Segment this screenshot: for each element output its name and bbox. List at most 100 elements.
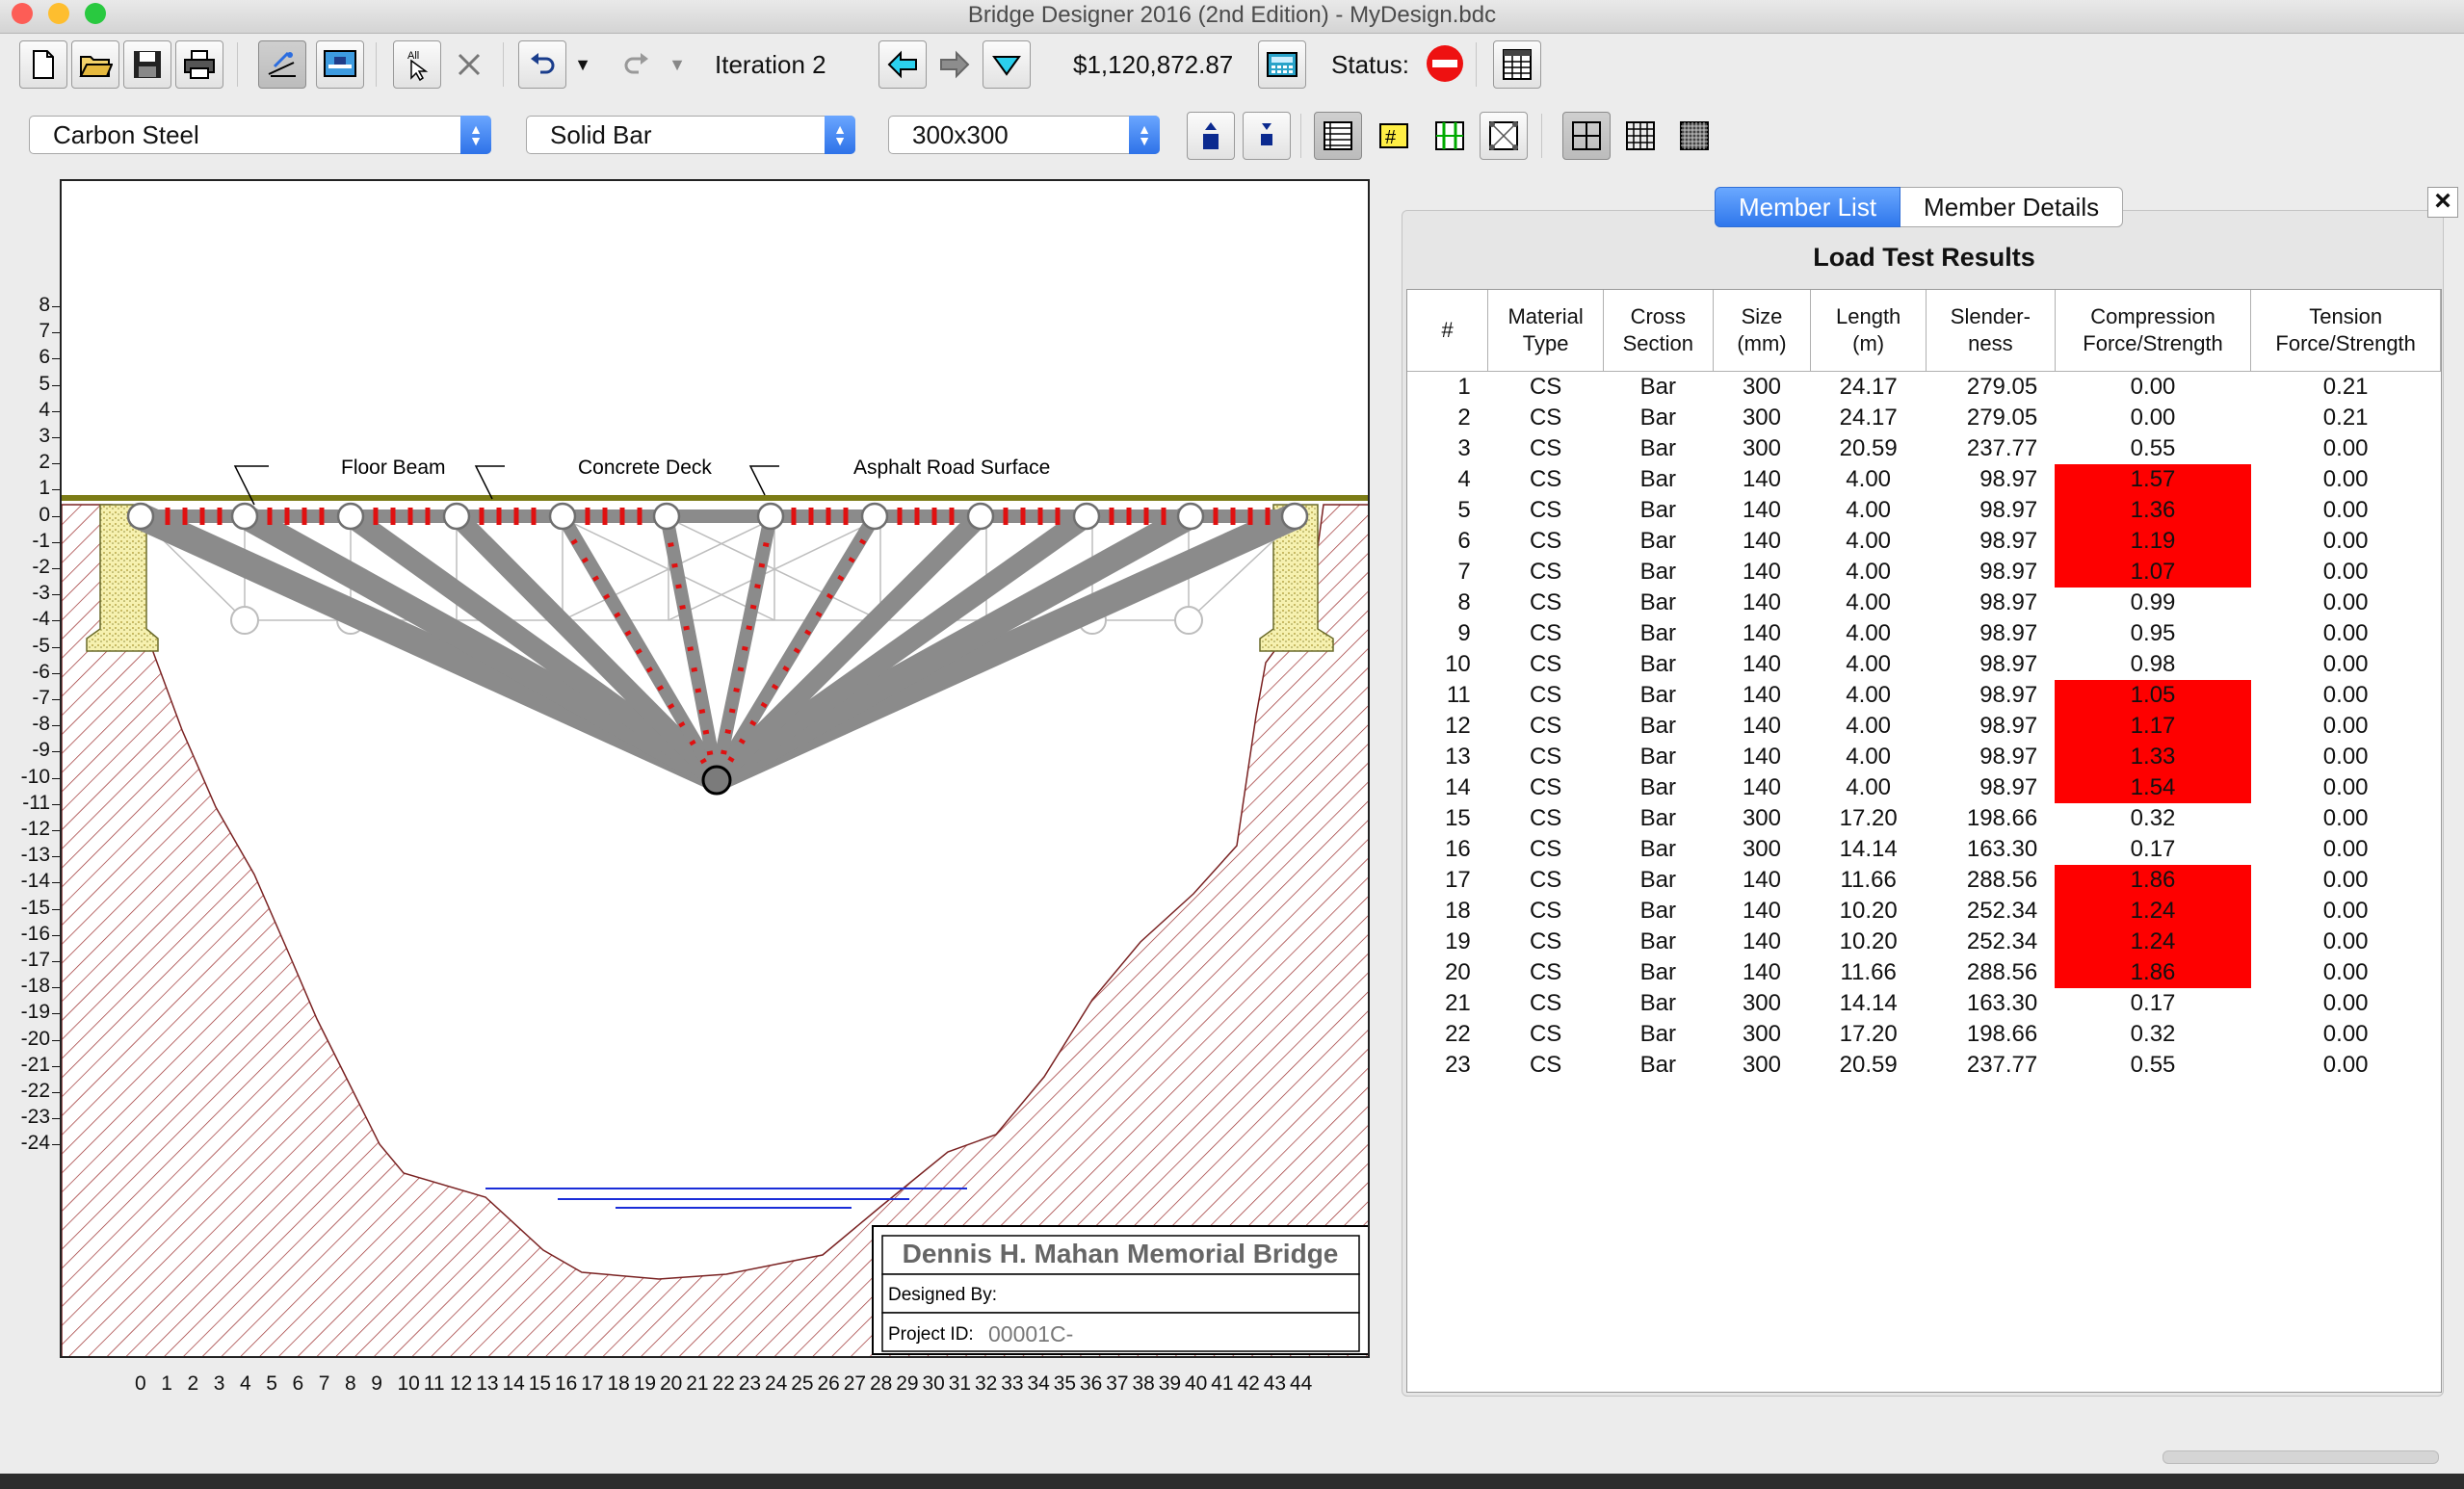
load-test-button[interactable] <box>316 40 364 89</box>
medium-grid-icon <box>1626 121 1655 150</box>
table-row[interactable]: 4 CS Bar 140 4.00 98.97 1.57 0.00 <box>1407 464 2441 495</box>
table-cell: 9 <box>1457 620 1471 646</box>
table-cell: 4.00 <box>1846 497 1892 523</box>
drawing-board-button[interactable] <box>258 40 306 89</box>
column-header[interactable]: Tension Force/Strength <box>2250 290 2441 372</box>
material-select[interactable]: Carbon Steel ▲ ▼ <box>29 116 491 154</box>
select-all-button[interactable]: All <box>393 40 441 89</box>
bridge-drawing-canvas[interactable]: Floor Beam Concrete Deck Asphalt Road Su… <box>60 179 1370 1358</box>
column-header[interactable]: Slender-ness <box>1926 290 2056 372</box>
y-axis-tick-label: 5 <box>39 372 50 395</box>
increase-size-button[interactable] <box>1187 112 1235 160</box>
table-row[interactable]: 20 CS Bar 140 11.66 288.56 1.86 0.00 <box>1407 957 2441 988</box>
table-row[interactable]: 2 CS Bar 300 24.17 279.05 0.00 0.21 <box>1407 403 2441 433</box>
y-axis-tick-label: 7 <box>39 320 50 343</box>
table-row[interactable]: 3 CS Bar 300 20.59 237.77 0.55 0.00 <box>1407 433 2441 464</box>
fine-grid-button[interactable] <box>1670 112 1718 160</box>
column-header[interactable]: Cross Section <box>1603 290 1714 372</box>
table-cell: 14 <box>1445 774 1471 800</box>
column-header[interactable]: Compression Force/Strength <box>2055 290 2252 372</box>
template-toggle[interactable] <box>1480 112 1528 160</box>
new-file-button[interactable] <box>19 40 67 89</box>
column-header[interactable]: Material Type <box>1487 290 1604 372</box>
decrease-size-button[interactable] <box>1243 112 1291 160</box>
table-cell: 21 <box>1445 990 1471 1016</box>
table-cell: 10.20 <box>1839 928 1898 954</box>
iteration-list-button[interactable] <box>983 40 1031 89</box>
table-row[interactable]: 6 CS Bar 140 4.00 98.97 1.19 0.00 <box>1407 526 2441 557</box>
table-row[interactable]: 11 CS Bar 140 4.00 98.97 1.05 0.00 <box>1407 680 2441 711</box>
table-row[interactable]: 16 CS Bar 300 14.14 163.30 0.17 0.00 <box>1407 834 2441 865</box>
x-axis-tick-label: 4 <box>240 1372 251 1395</box>
table-row[interactable]: 22 CS Bar 300 17.20 198.66 0.32 0.00 <box>1407 1019 2441 1050</box>
member-numbers-toggle[interactable]: # <box>1370 112 1418 160</box>
minimize-window-button[interactable] <box>48 3 69 24</box>
x-axis-tick-label: 26 <box>817 1372 840 1395</box>
column-header[interactable]: Size (mm) <box>1713 290 1812 372</box>
table-cell: 98.97 <box>1979 682 2038 708</box>
table-cell: 1.17 <box>2055 711 2251 742</box>
zoom-window-button[interactable] <box>85 3 106 24</box>
tab-member-details[interactable]: Member Details <box>1900 187 2124 227</box>
table-row[interactable]: 8 CS Bar 140 4.00 98.97 0.99 0.00 <box>1407 588 2441 618</box>
table-cell: 163.30 <box>1966 836 2038 862</box>
table-row[interactable]: 10 CS Bar 140 4.00 98.97 0.98 0.00 <box>1407 649 2441 680</box>
table-cell: 288.56 <box>1966 867 2038 893</box>
table-cell: CS <box>1529 805 1562 831</box>
member-list-toggle[interactable] <box>1314 112 1362 160</box>
table-row[interactable]: 9 CS Bar 140 4.00 98.97 0.95 0.00 <box>1407 618 2441 649</box>
guides-toggle[interactable] <box>1426 112 1474 160</box>
table-row[interactable]: 13 CS Bar 140 4.00 98.97 1.33 0.00 <box>1407 742 2441 772</box>
table-cell: 1.54 <box>2055 772 2251 803</box>
table-cell: Bar <box>1639 744 1676 770</box>
next-iteration-button[interactable] <box>931 40 979 89</box>
toolbar-separator <box>237 42 238 87</box>
status-failed-icon[interactable] <box>1426 44 1464 83</box>
x-axis-tick-label: 21 <box>686 1372 709 1395</box>
open-file-button[interactable] <box>71 40 119 89</box>
save-file-button[interactable] <box>123 40 171 89</box>
print-button[interactable] <box>175 40 223 89</box>
column-header[interactable]: Length (m) <box>1810 290 1927 372</box>
table-row[interactable]: 1 CS Bar 300 24.17 279.05 0.00 0.21 <box>1407 372 2441 404</box>
undo-button[interactable] <box>518 40 566 89</box>
tab-member-list[interactable]: Member List <box>1715 187 1901 227</box>
table-row[interactable]: 19 CS Bar 140 10.20 252.34 1.24 0.00 <box>1407 927 2441 957</box>
table-cell: 300 <box>1742 990 1781 1016</box>
size-select[interactable]: 300x300 ▲ ▼ <box>888 116 1160 154</box>
table-row[interactable]: 15 CS Bar 300 17.20 198.66 0.32 0.00 <box>1407 803 2441 834</box>
table-row[interactable]: 14 CS Bar 140 4.00 98.97 1.54 0.00 <box>1407 772 2441 803</box>
section-select[interactable]: Solid Bar ▲ ▼ <box>526 116 855 154</box>
delete-button[interactable] <box>445 40 493 89</box>
table-cell: 5 <box>1457 497 1471 523</box>
table-cell: 0.00 <box>2322 497 2369 523</box>
redo-history-dropdown[interactable]: ▼ <box>663 40 692 89</box>
x-axis-tick-label: 42 <box>1237 1372 1260 1395</box>
close-panel-button[interactable]: × <box>2427 187 2458 218</box>
member-table-button[interactable] <box>1493 40 1541 89</box>
table-cell: 4.00 <box>1846 466 1892 492</box>
table-row[interactable]: 5 CS Bar 140 4.00 98.97 1.36 0.00 <box>1407 495 2441 526</box>
cost-report-button[interactable] <box>1258 40 1306 89</box>
increase-size-icon <box>1203 122 1219 149</box>
medium-grid-button[interactable] <box>1616 112 1665 160</box>
table-row[interactable]: 17 CS Bar 140 11.66 288.56 1.86 0.00 <box>1407 865 2441 896</box>
table-row[interactable]: 18 CS Bar 140 10.20 252.34 1.24 0.00 <box>1407 896 2441 927</box>
column-header[interactable]: # <box>1407 290 1489 372</box>
table-row[interactable]: 12 CS Bar 140 4.00 98.97 1.17 0.00 <box>1407 711 2441 742</box>
close-window-button[interactable] <box>12 3 33 24</box>
table-cell: CS <box>1529 959 1562 985</box>
coarse-grid-button[interactable] <box>1562 112 1611 160</box>
table-cell: 4.00 <box>1846 682 1892 708</box>
coarse-grid-icon <box>1572 121 1601 150</box>
table-row[interactable]: 23 CS Bar 300 20.59 237.77 0.55 0.00 <box>1407 1050 2441 1081</box>
table-row[interactable]: 21 CS Bar 300 14.14 163.30 0.17 0.00 <box>1407 988 2441 1019</box>
load-test-results-title: Load Test Results <box>1813 243 2035 272</box>
horizontal-scrollbar[interactable] <box>2163 1450 2439 1464</box>
table-cell: CS <box>1529 744 1562 770</box>
redo-button[interactable] <box>613 40 661 89</box>
previous-iteration-button[interactable] <box>878 40 927 89</box>
table-cell: Bar <box>1639 928 1676 954</box>
undo-history-dropdown[interactable]: ▼ <box>568 40 597 89</box>
table-row[interactable]: 7 CS Bar 140 4.00 98.97 1.07 0.00 <box>1407 557 2441 588</box>
